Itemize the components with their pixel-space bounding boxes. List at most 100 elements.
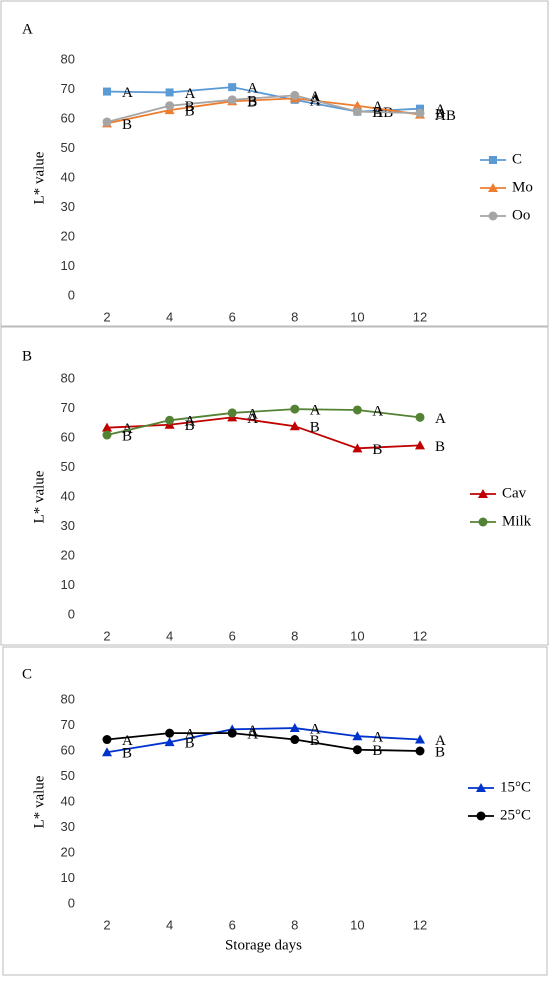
y-tick-label: 10: [61, 258, 75, 273]
significance-letter: A: [247, 411, 258, 427]
marker: [227, 95, 237, 105]
series-line: [106, 416, 421, 450]
significance-letter: A: [185, 727, 196, 743]
significance-letter: B: [435, 107, 445, 123]
marker: [165, 88, 174, 97]
marker: [289, 723, 300, 733]
significance-letter: A: [247, 406, 258, 422]
marker: [415, 746, 425, 756]
marker: [102, 747, 112, 757]
significance-letter: A: [247, 727, 258, 743]
y-tick-label: 30: [61, 819, 75, 834]
panel-label: B: [22, 348, 32, 364]
y-tick-label: 20: [61, 228, 75, 243]
x-tick-label: 6: [229, 917, 236, 932]
marker: [289, 421, 300, 431]
significance-letter: B: [122, 117, 132, 133]
marker: [102, 430, 112, 440]
series-line: [106, 408, 421, 436]
x-tick-label: 2: [103, 309, 110, 324]
x-tick-label: 12: [413, 917, 427, 932]
x-axis-label: Storage days: [225, 937, 302, 953]
marker: [415, 412, 425, 422]
series-line: [106, 94, 421, 123]
y-tick-label: 0: [68, 895, 75, 910]
x-tick-label: 2: [103, 628, 110, 643]
significance-letter: A: [122, 733, 133, 749]
significance-letter: A: [310, 403, 321, 419]
marker: [103, 87, 111, 96]
x-tick-label: 4: [166, 628, 173, 643]
significance-letter: B: [372, 442, 382, 458]
significance-letter: A: [435, 102, 446, 118]
x-tick-label: 10: [350, 917, 364, 932]
x-tick-label: 12: [413, 309, 427, 324]
legend-marker: [488, 211, 498, 221]
marker: [227, 728, 237, 738]
x-tick-label: 8: [291, 309, 298, 324]
legend-label: 15°C: [500, 779, 531, 795]
y-tick-label: 50: [61, 459, 75, 474]
legend-label: Milk: [502, 513, 532, 529]
significance-letter: A: [435, 733, 446, 749]
legend-marker: [476, 783, 486, 792]
significance-letter: B: [247, 93, 257, 109]
y-tick-label: 60: [61, 742, 75, 757]
legend-marker: [478, 517, 488, 527]
marker: [415, 440, 425, 450]
significance-letter: B: [435, 744, 445, 760]
significance-letter: B: [435, 439, 445, 455]
y-axis-label: L* value: [31, 470, 47, 523]
marker: [165, 728, 175, 738]
significance-letter: B: [310, 420, 320, 436]
marker: [352, 443, 363, 453]
marker: [415, 108, 425, 118]
significance-letter: A: [247, 723, 258, 739]
y-tick-label: 20: [61, 547, 75, 562]
significance-letter: A: [372, 730, 383, 746]
y-tick-label: 0: [68, 606, 75, 621]
significance-letter: AB: [435, 108, 456, 124]
significance-letter: B: [185, 104, 195, 120]
series-line: [106, 727, 421, 754]
legend-label: Mo: [512, 179, 533, 195]
marker: [352, 100, 363, 110]
marker: [290, 735, 300, 745]
y-tick-label: 30: [61, 199, 75, 214]
significance-letter: A: [122, 421, 133, 437]
significance-letter: B: [122, 746, 132, 762]
significance-letter: B: [185, 736, 195, 752]
x-tick-label: 12: [413, 628, 427, 643]
legend-marker: [488, 183, 498, 192]
panel-frame: [0, 0, 549, 327]
y-tick-label: 0: [68, 287, 75, 302]
legend-label: Oo: [512, 207, 530, 223]
significance-letter: B: [372, 743, 382, 759]
marker: [102, 117, 112, 127]
series-line: [106, 732, 421, 752]
significance-letter: A: [185, 86, 196, 102]
significance-letter: B: [247, 95, 257, 111]
y-tick-label: 60: [61, 429, 75, 444]
x-tick-label: 4: [166, 917, 173, 932]
y-tick-label: 40: [61, 169, 75, 184]
y-tick-label: 80: [61, 370, 75, 385]
panel-label: C: [22, 666, 32, 682]
y-tick-label: 30: [61, 518, 75, 533]
significance-letter: A: [247, 81, 258, 97]
legend-marker: [489, 156, 497, 164]
series-line: [106, 97, 421, 125]
legend-marker: [478, 489, 488, 498]
y-tick-label: 50: [61, 140, 75, 155]
y-axis-label: L* value: [31, 775, 47, 828]
marker: [290, 90, 300, 100]
marker: [415, 734, 425, 744]
significance-letter: B: [310, 733, 320, 749]
y-tick-label: 70: [61, 81, 75, 96]
significance-letter: A: [185, 414, 196, 430]
x-tick-label: 4: [166, 309, 173, 324]
significance-letter: A: [372, 99, 383, 115]
y-tick-label: 70: [61, 400, 75, 415]
y-tick-label: 50: [61, 768, 75, 783]
marker: [352, 731, 363, 741]
